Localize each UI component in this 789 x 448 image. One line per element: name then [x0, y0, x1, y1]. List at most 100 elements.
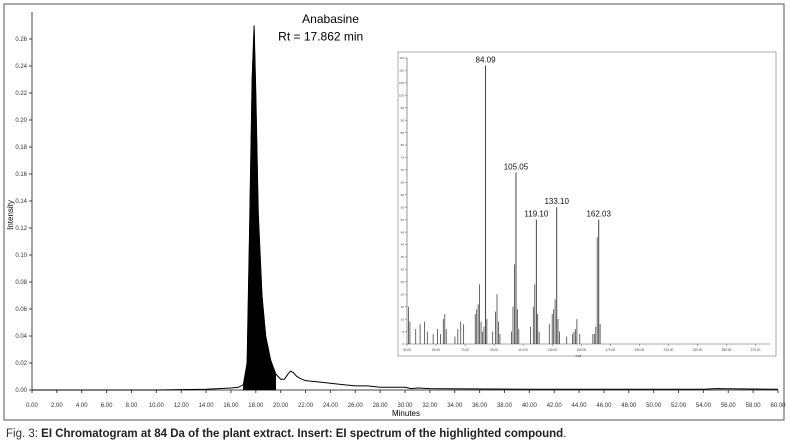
- main-y-tick-label: 0.10: [15, 253, 27, 259]
- inset-y-tick-label: 50: [401, 218, 405, 222]
- inset-x-tick-label: 230.00: [693, 348, 703, 352]
- main-x-tick-label: 26.00: [348, 403, 364, 409]
- main-x-tick-label: 48.00: [621, 403, 637, 409]
- inset-y-tick-label: 5: [402, 330, 404, 334]
- inset-y-tick-label: 90: [401, 118, 405, 122]
- main-x-tick-label: 56.00: [721, 403, 737, 409]
- inset-y-tick-label: 95: [401, 106, 405, 110]
- main-x-tick-label: 38.00: [497, 403, 513, 409]
- inset-y-tick-label: 15: [401, 305, 405, 309]
- inset-y-tick-label: 85: [401, 131, 405, 135]
- main-x-tick-label: 28.00: [373, 403, 389, 409]
- main-y-tick-label: 0.16: [15, 172, 27, 178]
- inset-y-tick-label: 55: [401, 205, 405, 209]
- main-y-tick-label: 0.12: [15, 226, 27, 232]
- main-y-tick-label: 0.18: [15, 145, 27, 151]
- main-x-tick-label: 44.00: [572, 403, 588, 409]
- inset-y-tick-label: 75: [401, 156, 405, 160]
- inset-y-tick-label: 65: [401, 181, 405, 185]
- spectrum-peak-label: 133.10: [544, 197, 569, 206]
- main-y-tick-label: 0.02: [15, 361, 27, 367]
- inset-y-tick-label: 0: [402, 342, 404, 346]
- inset-x-tick-label: 210.00: [663, 348, 673, 352]
- highlighted-peak-area: [243, 25, 276, 391]
- inset-y-tick-label: 110: [399, 69, 404, 73]
- main-x-tick-label: 24.00: [323, 403, 339, 409]
- main-x-tick-label: 20.00: [273, 403, 289, 409]
- inset-y-tick-label: 105: [399, 81, 404, 85]
- main-x-tick-label: 40.00: [522, 403, 538, 409]
- main-x-tick-label: 60.00: [770, 403, 786, 409]
- main-x-tick-label: 8.00: [126, 403, 138, 409]
- inset-x-tick-label: 190.00: [634, 348, 644, 352]
- inset-frame: [397, 51, 777, 357]
- main-x-tick-label: 16.00: [223, 403, 239, 409]
- main-y-tick-label: 0.20: [15, 118, 27, 124]
- inset-x-tick-label: 90.00: [490, 348, 498, 352]
- inset-x-tick-label: 250.00: [722, 348, 732, 352]
- inset-y-tick-label: 115: [399, 56, 404, 60]
- inset-x-tick-label: 50.00: [432, 348, 440, 352]
- spectrum-peak-label: 119.10: [524, 210, 548, 219]
- spectrum-peak-label: 162.03: [586, 210, 611, 219]
- main-x-tick-label: 50.00: [646, 403, 662, 409]
- caption-bold-text: EI Chromatogram at 84 Da of the plant ex…: [41, 428, 564, 440]
- main-x-tick-label: 34.00: [447, 403, 463, 409]
- main-y-tick-label: 0.00: [15, 388, 27, 394]
- main-y-tick-label: 0.14: [15, 199, 27, 205]
- inset-y-tick-label: 30: [401, 268, 405, 272]
- inset-y-tick-label: 20: [401, 292, 405, 296]
- figure-caption: Fig. 3: EI Chromatogram at 84 Da of the …: [6, 428, 566, 440]
- main-x-tick-label: 6.00: [101, 403, 113, 409]
- inset-y-tick-label: 10: [401, 317, 405, 321]
- main-y-tick-label: 0.24: [15, 64, 27, 70]
- inset-y-tick-label: 80: [401, 143, 405, 147]
- inset-x-tick-label: 30.00: [403, 348, 411, 352]
- main-x-tick-label: 32.00: [422, 403, 438, 409]
- inset-x-tick-label: 70.00: [461, 348, 469, 352]
- main-y-tick-label: 0.22: [15, 91, 27, 97]
- main-x-tick-label: 46.00: [596, 403, 612, 409]
- main-x-tick-label: 54.00: [696, 403, 712, 409]
- inset-y-tick-label: 100: [399, 94, 404, 98]
- main-x-tick-label: 18.00: [248, 403, 264, 409]
- inset-x-tick-label: 150.00: [576, 348, 586, 352]
- main-y-tick-label: 0.08: [15, 280, 27, 286]
- inset-y-tick-label: 25: [401, 280, 405, 284]
- main-x-tick-label: 52.00: [671, 403, 687, 409]
- main-x-tick-label: 2.00: [51, 403, 63, 409]
- inset-y-tick-label: 35: [401, 255, 405, 259]
- peak-annotation-retention-time: Rt = 17.862 min: [278, 29, 363, 43]
- inset-x-tick-label: 130.00: [547, 348, 557, 352]
- inset-ei-spectrum: 0 5 10 15 20 25 30 35 40 45 50 55 60 65 70 75 80 85 90 95 10…: [397, 51, 777, 358]
- main-y-axis-label: Intensity: [6, 200, 15, 230]
- main-x-tick-label: 10.00: [149, 403, 165, 409]
- main-trace: [32, 25, 779, 391]
- caption-suffix: .: [563, 428, 567, 440]
- inset-y-tick-label: 60: [401, 193, 405, 197]
- peak-annotation-compound: Anabasine: [302, 12, 359, 26]
- main-x-tick-label: 58.00: [746, 403, 762, 409]
- inset-x-axis-label: m/z: [576, 354, 582, 358]
- inset-y-tick-label: 40: [401, 243, 405, 247]
- spectrum-peak-label: 105.05: [504, 162, 529, 171]
- inset-x-tick-label: 170.00: [605, 348, 615, 352]
- main-y-tick-label: 0.06: [15, 307, 27, 313]
- inset-x-tick-label: 110.00: [518, 348, 528, 352]
- main-y-tick-label: 0.26: [15, 37, 27, 43]
- main-x-tick-label: 14.00: [199, 403, 215, 409]
- main-x-tick-label: 36.00: [472, 403, 488, 409]
- main-x-tick-label: 4.00: [76, 403, 88, 409]
- main-x-tick-label: 42.00: [547, 403, 563, 409]
- main-x-tick-label: 22.00: [298, 403, 314, 409]
- main-x-tick-label: 0.00: [26, 403, 38, 409]
- inset-y-tick-label: 45: [401, 230, 405, 234]
- main-x-tick-label: 30.00: [397, 403, 413, 409]
- main-y-tick-label: 0.04: [15, 334, 27, 340]
- chromatogram-figure: 0.00 0.02 0.04 0.06 0.08 0.10 0.12 0.14 0.16 0.18…: [3, 3, 786, 421]
- main-x-tick-label: 12.00: [174, 403, 190, 409]
- spectrum-peak-label: 84.09: [476, 55, 497, 64]
- main-x-axis-label: Minutes: [392, 409, 420, 418]
- inset-y-tick-label: 70: [401, 168, 405, 172]
- caption-prefix: Fig. 3:: [6, 428, 42, 440]
